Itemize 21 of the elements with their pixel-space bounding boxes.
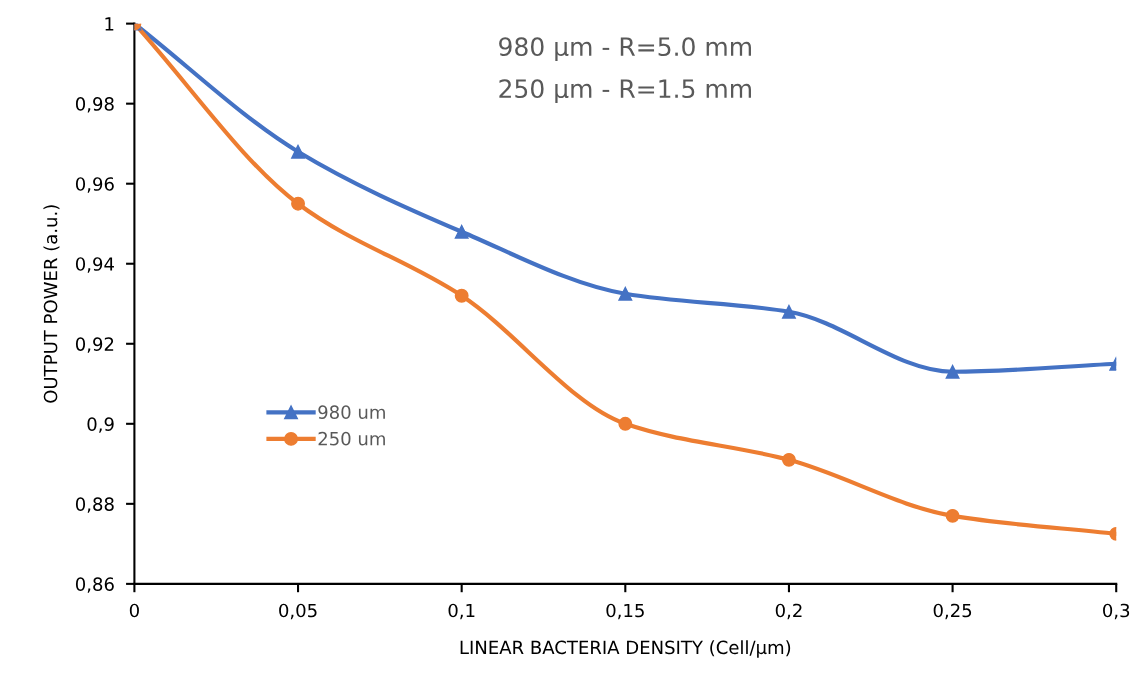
y-tick-label: 0,88: [75, 497, 114, 513]
y-tick-label: 0,94: [75, 257, 114, 273]
x-tick-label: 0,25: [933, 603, 972, 620]
x-axis-title: LINEAR BACTERIA DENSITY (Cell/µm): [460, 640, 791, 658]
x-tick-label: 0: [129, 603, 139, 618]
x-tick-label: 0,05: [279, 603, 317, 620]
y-tick-label: 0,96: [75, 177, 114, 193]
x-tick-label: 0,2: [775, 603, 802, 620]
annotation: 980 µm - R=5.0 mm: [499, 37, 751, 61]
y-tick-label: 1: [105, 17, 114, 31]
y-axis-title: OUTPUT POWER (a.u.): [43, 205, 60, 403]
y-tick-label: 0,98: [75, 97, 114, 113]
legend-label: 980 um: [318, 405, 385, 419]
annotation: 250 µm - R=1.5 mm: [499, 79, 751, 103]
y-tick-label: 0,9: [87, 417, 114, 433]
legend-label: 250 um: [318, 431, 385, 446]
x-tick-label: 0,1: [448, 603, 475, 620]
x-tick-label: 0,15: [606, 603, 644, 620]
x-tick-label: 0,3: [1103, 603, 1130, 620]
y-tick-label: 0,86: [75, 577, 114, 593]
y-tick-label: 0,92: [75, 337, 114, 353]
